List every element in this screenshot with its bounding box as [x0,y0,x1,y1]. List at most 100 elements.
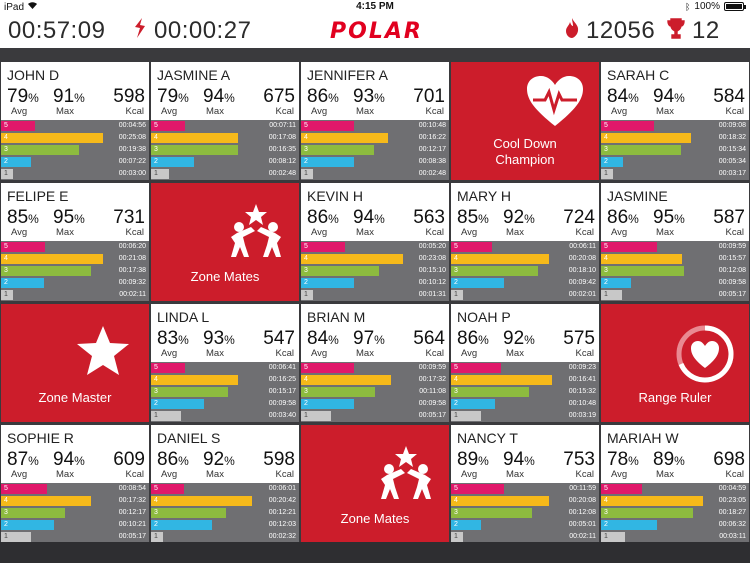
participant-tile[interactable]: SARAH C 84% 94% 584 Avg Max Kcal 5 00:09:08 4 00:1… [601,62,749,180]
zone-row-3: 3 00:12:21 [151,507,299,519]
participant-tile[interactable]: JOHN D 79% 91% 598 Avg Max Kcal 5 00:04:56 4 00:25… [1,62,149,180]
zone-bar-4 [301,375,391,385]
award-tile[interactable]: Zone Mates [151,183,299,301]
zone-bar-2 [451,278,504,288]
participant-tile[interactable]: KEVIN H 86% 94% 563 Avg Max Kcal 5 00:05:20 4 00:2… [301,183,449,301]
zone-number: 2 [304,158,308,165]
max-label: Max [356,106,374,117]
avg-label: Avg [161,106,178,117]
zone-row-2: 2 00:09:42 [451,277,599,289]
max-hr-percent: 94% [203,86,235,108]
kcal-label: Kcal [575,469,594,480]
zone-row-2: 2 00:07:22 [1,156,149,168]
participant-tile[interactable]: JASMINE 86% 95% 587 Avg Max Kcal 5 00:09:59 4 00:1… [601,183,749,301]
zone-row-5: 5 00:09:08 [601,120,749,132]
zone-bar-5 [451,242,492,252]
percent-sign: % [74,91,85,105]
participant-name: DANIEL S [157,430,221,446]
award-tile[interactable]: Range Ruler [601,304,749,422]
zone-number: 3 [4,267,8,274]
award-tile[interactable]: Zone Mates [301,425,449,543]
participant-tile[interactable]: MARY H 85% 92% 724 Avg Max Kcal 5 00:06:11 4 00:20… [451,183,599,301]
participant-tile[interactable]: LINDA L 83% 93% 547 Avg Max Kcal 5 00:06:41 4 00:1… [151,304,299,422]
zone-time: 00:02:11 [569,533,596,540]
participant-name: NOAH P [457,309,511,325]
avg-hr-value: 89 [457,449,479,470]
zone-row-4: 4 00:21:08 [1,253,149,265]
participant-tile[interactable]: DANIEL S 86% 92% 598 Avg Max Kcal 5 00:06:01 4 00:… [151,425,299,543]
avg-hr-percent: 83% [157,328,189,350]
zone-bar-3 [151,387,228,397]
zone-number: 3 [4,509,8,516]
zone-number: 3 [154,509,158,516]
ios-status-bar: iPad 4:15 PM ᛒ 100% [0,0,750,14]
zone-row-5: 5 00:09:59 [601,241,749,253]
avg-hr-percent: 84% [607,86,639,108]
zone-row-4: 4 00:20:42 [151,495,299,507]
zone-row-1: 1 00:02:11 [451,531,599,543]
award-label: Zone Master [38,390,112,405]
avg-label: Avg [461,348,478,359]
avg-hr-value: 84 [607,86,629,107]
zone-bar-4 [451,254,549,264]
zone-time: 00:03:00 [118,170,146,177]
participant-tile[interactable]: FELIPE E 85% 95% 731 Avg Max Kcal 5 00:06:20 4 00:… [1,183,149,301]
avg-hr-percent: 86% [457,328,489,350]
participant-tile[interactable]: JENNIFER A 86% 93% 701 Avg Max Kcal 5 00:10:48 4 0… [301,62,449,180]
zone-time: 00:02:32 [268,533,296,540]
polar-logo: POLAR [330,19,423,44]
zone-row-3: 3 00:15:32 [451,386,599,398]
zone-row-3: 3 00:19:38 [1,144,149,156]
zone-time: 00:08:38 [418,158,446,165]
avg-hr-percent: 84% [307,328,339,350]
zone-number: 1 [304,170,308,177]
zone-bar-3 [1,145,79,155]
max-label: Max [656,469,674,480]
zone-number: 3 [454,509,458,516]
award-tile[interactable]: Zone Master [1,304,149,422]
participant-tile[interactable]: NANCY T 89% 94% 753 Avg Max Kcal 5 00:11:59 4 00:2… [451,425,599,543]
zone-bar-5 [601,484,642,494]
zone-row-4: 4 00:16:25 [151,374,299,386]
zone-row-2: 2 00:12:03 [151,519,299,531]
participant-tile[interactable]: MARIAH W 78% 89% 698 Avg Max Kcal 5 00:04:59 4 00:… [601,425,749,543]
participant-tile[interactable]: SOPHIE R 87% 94% 609 Avg Max Kcal 5 00:08:54 4 00:… [1,425,149,543]
device-label: iPad [4,1,25,13]
percent-sign: % [28,212,39,226]
zone-bar-1 [451,411,481,421]
participant-name: NANCY T [457,430,518,446]
zone-time: 00:23:05 [718,497,746,504]
zone-bar-3 [1,266,91,276]
kcal-label: Kcal [125,106,144,117]
participant-tile[interactable]: BRIAN M 84% 97% 564 Avg Max Kcal 5 00:09:59 4 00:1… [301,304,449,422]
zone-row-3: 3 00:15:10 [301,265,449,277]
kcal-value: 598 [263,449,295,470]
zone-time: 00:06:01 [268,485,296,492]
kcal-label: Kcal [575,348,594,359]
zone-time: 00:02:48 [418,170,446,177]
percent-sign: % [74,454,85,468]
trophy-count: 12 [666,14,720,48]
zone-row-5: 5 00:07:11 [151,120,299,132]
zone-breakdown: 5 00:09:23 4 00:16:41 3 00:15:32 2 00:10:48 1 00:… [451,362,599,422]
zone-bar-5 [601,242,657,252]
zone-row-2: 2 00:10:12 [301,277,449,289]
zone-time: 00:07:11 [269,122,296,129]
zone-row-3: 3 00:12:08 [601,265,749,277]
kcal-label: Kcal [275,348,294,359]
kcal-label: Kcal [575,227,594,238]
zone-number: 5 [4,485,8,492]
zone-time: 00:20:42 [268,497,296,504]
max-label: Max [56,106,74,117]
zone-breakdown: 5 00:09:59 4 00:15:57 3 00:12:08 2 00:09:58 1 00:… [601,241,749,301]
zone-bar-1 [601,532,625,542]
participant-tile[interactable]: JASMINE A 79% 94% 675 Avg Max Kcal 5 00:07:11 4 00… [151,62,299,180]
zone-number: 4 [154,497,158,504]
award-tile[interactable]: Cool Down Champion [451,62,599,180]
kcal-label: Kcal [425,227,444,238]
zone-time: 00:15:34 [718,146,746,153]
zone-number: 4 [454,255,458,262]
zone-bar-5 [1,121,35,131]
zone-time: 00:10:48 [568,400,596,407]
participant-tile[interactable]: NOAH P 86% 92% 575 Avg Max Kcal 5 00:09:23 4 00:16… [451,304,599,422]
